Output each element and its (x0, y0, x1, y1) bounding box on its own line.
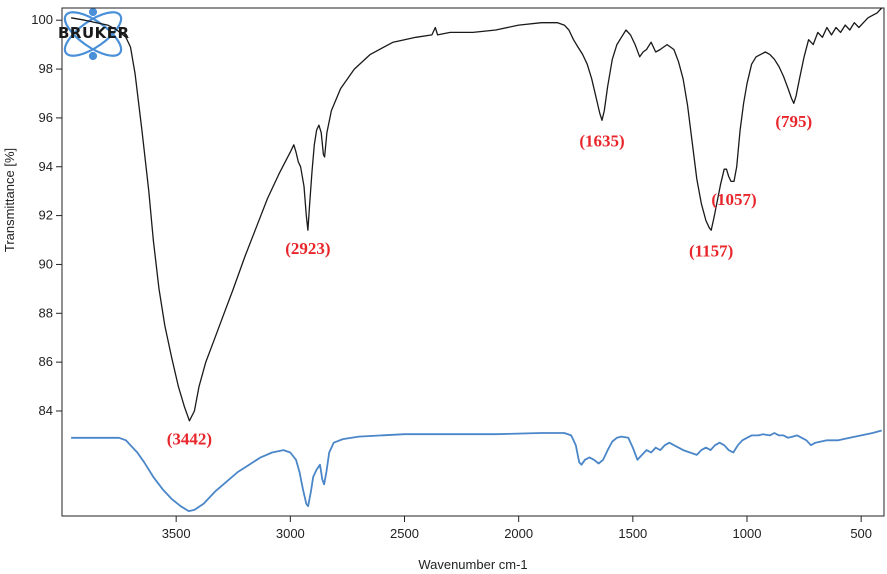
y-tick-label-2: 88 (39, 305, 53, 320)
x-tick-label-2: 2500 (390, 526, 419, 541)
y-tick-label-3: 90 (39, 256, 53, 271)
peak-label-2: (1635) (579, 132, 624, 151)
x-axis-label: Wavenumber cm-1 (418, 557, 527, 572)
x-axis-ticks: 3500 3000 2500 2000 1500 1000 500 (162, 516, 872, 541)
series-line-1 (71, 429, 882, 512)
y-axis-label: Transmittance [%] (2, 148, 17, 252)
x-tick-label-4: 1500 (618, 526, 647, 541)
peak-label-5: (795) (775, 112, 812, 131)
x-tick-label-5: 1000 (733, 526, 762, 541)
y-tick-label-0: 84 (39, 403, 53, 418)
peak-label-4: (1057) (711, 190, 756, 209)
bruker-logo: BRUKER (58, 7, 130, 61)
y-tick-label-1: 86 (39, 354, 53, 369)
y-tick-label-6: 96 (39, 110, 53, 125)
series-line-0 (70, 7, 883, 422)
x-tick-label-1: 3000 (276, 526, 305, 541)
x-tick-label-6: 500 (850, 526, 872, 541)
peak-annotations: (3442) (2923) (1635) (1157) (1057) (795) (167, 112, 812, 449)
series-layer (70, 7, 883, 512)
x-tick-label-0: 3500 (162, 526, 191, 541)
x-tick-label-3: 2000 (504, 526, 533, 541)
plot-frame (61, 7, 885, 517)
y-axis-ticks: 84 86 88 90 92 94 96 98 100 (31, 12, 62, 418)
y-tick-label-7: 98 (39, 61, 53, 76)
y-tick-label-4: 92 (39, 208, 53, 223)
peak-label-0: (3442) (167, 430, 212, 449)
peak-label-1: (2923) (285, 239, 330, 258)
peak-label-3: (1157) (689, 241, 733, 260)
logo-text: BRUKER (58, 24, 130, 42)
y-tick-label-8: 100 (31, 12, 53, 27)
y-tick-label-5: 94 (39, 159, 53, 174)
